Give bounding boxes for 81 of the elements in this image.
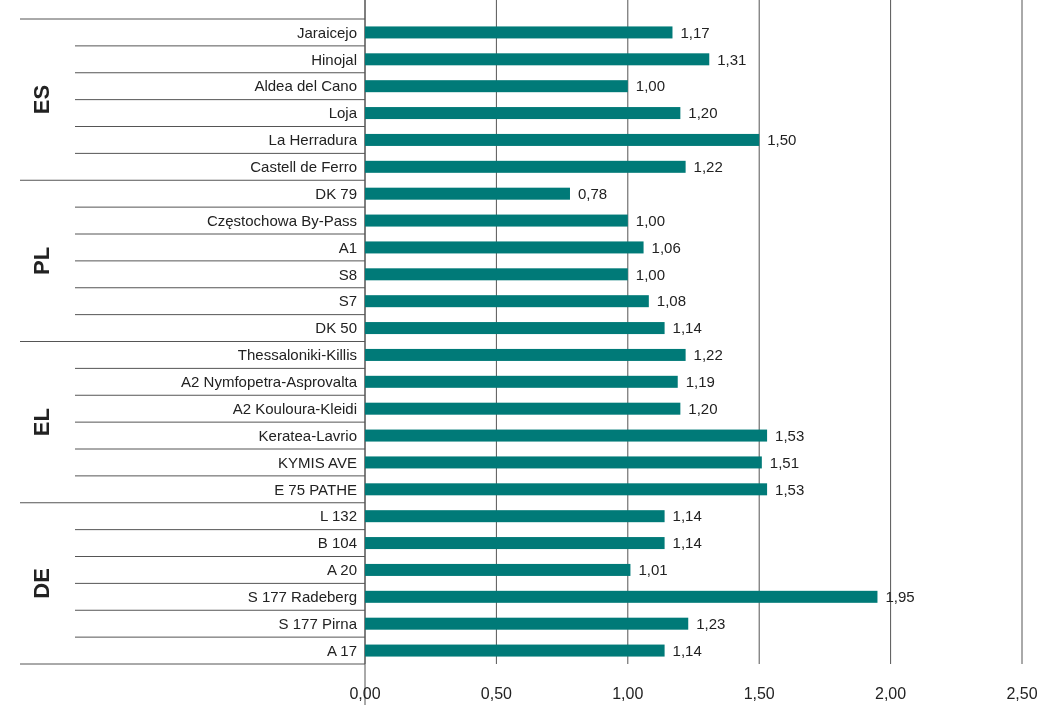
y-tick-label: A1	[338, 238, 357, 256]
text: DE	[29, 568, 55, 599]
data-label: 1,53	[775, 426, 805, 444]
data-label: 1,17	[680, 23, 710, 41]
y-tick-label: S8	[338, 265, 357, 283]
y-tick-label: A2 Nymfopetra-Asprovalta	[181, 373, 358, 391]
bar	[365, 429, 768, 442]
bar	[365, 214, 628, 227]
bar	[365, 590, 878, 603]
bar	[365, 644, 665, 657]
data-label: 1,06	[651, 238, 681, 256]
bar	[365, 348, 686, 361]
bar	[365, 53, 710, 66]
data-label: 1,51	[769, 453, 800, 471]
data-label: 0,78	[577, 184, 608, 202]
bar	[365, 537, 665, 550]
data-label: 1,14	[672, 641, 702, 659]
y-tick-label: S 177 Radeberg	[247, 588, 357, 606]
y-tick-label: S 177 Pirna	[278, 614, 358, 632]
data-label: 1,31	[717, 50, 747, 68]
bar	[365, 241, 644, 254]
y-tick-label: KYMIS AVE	[278, 453, 357, 471]
bar	[365, 160, 686, 173]
x-tick-label: 2,50	[1006, 684, 1038, 702]
bar	[365, 107, 681, 120]
y-tick-label: Loja	[328, 104, 358, 122]
text: PL	[29, 246, 55, 275]
x-tick-label: 1,50	[743, 684, 775, 702]
data-label: 1,22	[693, 346, 723, 364]
bar	[365, 456, 762, 469]
y-tick-label: A 20	[326, 561, 357, 579]
bar	[365, 187, 570, 200]
bar	[365, 402, 681, 415]
data-label: 1,01	[638, 561, 668, 579]
y-tick-label: Hinojal	[311, 50, 357, 68]
bar	[365, 26, 673, 39]
y-tick-label: DK 79	[315, 184, 357, 202]
text: EL	[29, 408, 55, 437]
data-label: 1,23	[696, 614, 726, 632]
y-tick-label: DK 50	[315, 319, 357, 337]
y-tick-label: Jaraicejo	[296, 23, 357, 41]
bar	[365, 80, 628, 93]
data-label: 1,50	[767, 131, 797, 149]
data-label: 1,00	[635, 265, 665, 283]
data-label: 1,08	[656, 292, 687, 310]
data-label: 1,00	[635, 77, 665, 95]
bar	[365, 563, 631, 576]
y-tick-label: B 104	[317, 534, 357, 552]
bar	[365, 322, 665, 335]
data-label: 1,20	[688, 104, 718, 122]
x-tick-label: 0,50	[480, 684, 513, 702]
data-label: 1,53	[775, 480, 805, 498]
y-tick-label: La Herradura	[268, 131, 358, 149]
y-tick-label: Castell de Ferro	[250, 158, 357, 176]
y-tick-label: A 17	[326, 641, 357, 659]
bar	[365, 510, 665, 523]
data-label: 1,14	[672, 534, 702, 552]
x-tick-label: 2,00	[875, 684, 907, 702]
bar	[365, 295, 649, 308]
data-label: 1,00	[635, 211, 665, 229]
y-tick-label: Częstochowa By-Pass	[206, 211, 357, 229]
data-label: 1,19	[685, 373, 715, 391]
text: ES	[29, 84, 55, 115]
bar	[365, 268, 628, 281]
y-tick-label: Aldea del Cano	[254, 77, 357, 95]
data-label: 1,22	[693, 158, 723, 176]
y-tick-label: S7	[338, 292, 357, 310]
y-tick-label: A2 Kouloura-Kleidi	[232, 399, 357, 417]
bar	[365, 617, 689, 630]
y-tick-label: L 132	[320, 507, 357, 525]
x-tick-label: 1,00	[612, 684, 644, 702]
data-label: 1,20	[688, 399, 718, 417]
data-label: 1,14	[672, 319, 702, 337]
bar	[365, 483, 768, 496]
bar	[365, 133, 760, 146]
y-tick-label: Keratea-Lavrio	[258, 426, 357, 444]
bar	[365, 375, 678, 388]
y-tick-label: Thessaloniki-Killis	[237, 346, 357, 364]
data-label: 1,14	[672, 507, 702, 525]
y-tick-label: E 75 PATHE	[274, 480, 357, 498]
x-tick-label: 0,00	[349, 684, 381, 702]
